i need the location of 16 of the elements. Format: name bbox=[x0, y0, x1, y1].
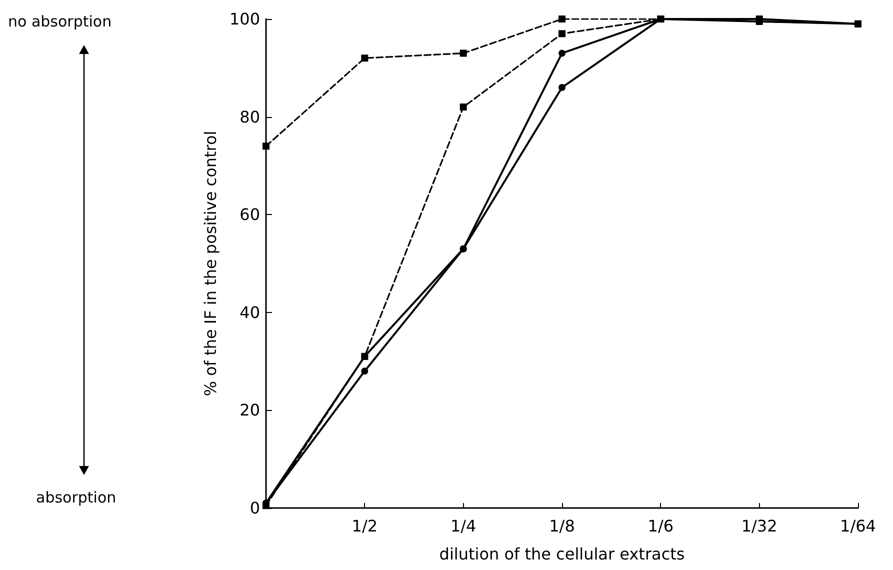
x-axis-title: dilution of the cellular extracts bbox=[439, 544, 685, 564]
y-tick-label: 20 bbox=[240, 400, 260, 420]
x-tick-label: 1/4 bbox=[450, 516, 476, 536]
x-tick-label: 1/8 bbox=[549, 516, 575, 536]
x-tick-label: 1/64 bbox=[840, 516, 876, 536]
text: absorption bbox=[36, 488, 116, 506]
y-tick-label: 60 bbox=[240, 205, 260, 224]
x-tick-label: 1/6 bbox=[648, 516, 674, 536]
y-axis-title: % of the IF in the positive control bbox=[201, 130, 220, 396]
y-tick-label: 80 bbox=[240, 107, 260, 126]
x-tick-label: 1/32 bbox=[741, 516, 778, 536]
text: no absorption bbox=[8, 12, 112, 30]
x-tick-label: 1/2 bbox=[352, 516, 378, 536]
y-tick-label: 100 bbox=[229, 10, 260, 28]
y-tick-label: 0 bbox=[250, 498, 260, 518]
y-tick-label: 40 bbox=[240, 302, 260, 322]
